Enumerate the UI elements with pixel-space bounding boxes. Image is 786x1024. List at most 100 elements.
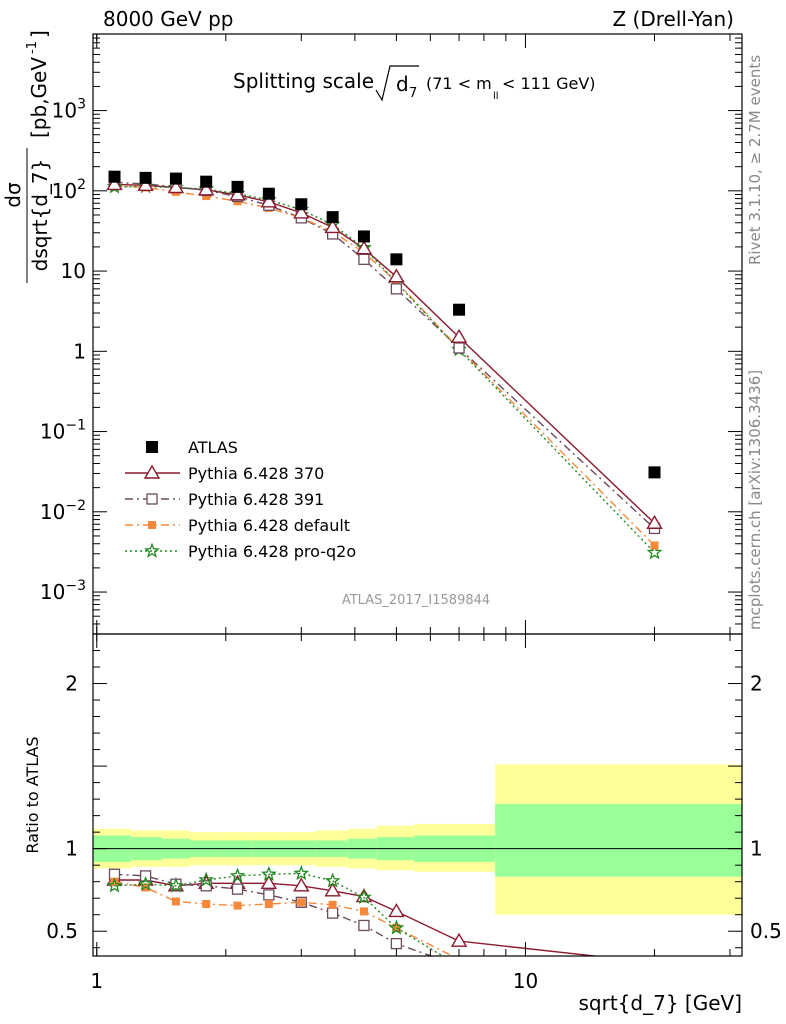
ratio-point-p391 bbox=[326, 907, 339, 919]
title-symbol-sub: 7 bbox=[409, 86, 417, 101]
ratio-point-p391 bbox=[231, 883, 244, 895]
point-atlas bbox=[231, 180, 244, 193]
point-atlas bbox=[357, 230, 370, 243]
y-label-num: dσ bbox=[1, 182, 25, 208]
legend-label-p391: Pythia 6.428 391 bbox=[188, 490, 324, 509]
ratio-point-pq2o bbox=[198, 871, 215, 887]
title-symbol: d bbox=[396, 72, 409, 96]
point-atlas bbox=[390, 253, 403, 266]
point-p370 bbox=[260, 193, 278, 208]
y-tick-label: 10 bbox=[61, 259, 86, 283]
ratio-point-pdefault bbox=[359, 907, 368, 916]
ratio-point-p391 bbox=[454, 961, 464, 971]
ratio-point-pdefault bbox=[392, 923, 401, 932]
y-tick-label: 102 bbox=[52, 177, 86, 203]
point-atlas bbox=[139, 171, 152, 184]
point-atlas bbox=[108, 170, 121, 183]
y-axis-label: dσ dsqrt{d_7} [pb,GeV -1 ] bbox=[1, 30, 52, 283]
title-range-end: < 111 GeV) bbox=[502, 74, 596, 93]
ratio-point-p370 bbox=[260, 874, 278, 890]
ratio-point-pq2o bbox=[293, 865, 310, 881]
energy-label: 8000 GeV pp bbox=[103, 7, 234, 31]
ratio-point-pq2o bbox=[453, 959, 465, 971]
process-label: Z (Drell-Yan) bbox=[612, 7, 734, 31]
ratio-point-p370 bbox=[388, 903, 405, 918]
ratio-curves bbox=[106, 865, 659, 986]
ratio-point-p370 bbox=[324, 882, 341, 897]
point-pdefault bbox=[650, 541, 659, 550]
point-p370 bbox=[167, 179, 185, 194]
point-atlas bbox=[262, 187, 275, 200]
legend: ATLAS Pythia 6.428 370 Pythia 6.428 391 Pyt… bbox=[125, 438, 356, 561]
y-tick-label: 103 bbox=[52, 97, 86, 123]
ratio-tick-label-right: 0.5 bbox=[750, 919, 782, 943]
point-p391 bbox=[358, 253, 370, 265]
point-p370 bbox=[324, 219, 341, 234]
band-inner bbox=[495, 804, 742, 877]
ratio-tick-label: 0.5 bbox=[46, 919, 78, 943]
point-atlas bbox=[453, 303, 466, 316]
ratio-point-p391 bbox=[263, 889, 275, 901]
ratio-point-pq2o bbox=[356, 889, 372, 905]
y-label-units-sup: -1 bbox=[25, 41, 40, 54]
ratio-tick-label: 1 bbox=[65, 837, 78, 861]
ratio-point-pq2o bbox=[324, 872, 341, 888]
point-p370 bbox=[137, 176, 154, 192]
y-tick-label: 1 bbox=[73, 339, 86, 363]
ratio-tick-label: 2 bbox=[65, 672, 78, 696]
uncertainty-bands bbox=[93, 764, 742, 915]
ratio-point-p391 bbox=[358, 919, 370, 932]
ratio-tick-label-right: 2 bbox=[750, 672, 763, 696]
point-p391 bbox=[453, 342, 465, 354]
ratio-tick-label-right: 1 bbox=[750, 837, 763, 861]
mcplots-label: mcplots.cern.ch [arXiv:1306.3436] bbox=[746, 370, 764, 630]
ratio-point-p391 bbox=[200, 880, 212, 892]
point-p370 bbox=[197, 181, 215, 196]
legend-marker-p370 bbox=[143, 464, 161, 479]
ratio-point-pdefault bbox=[328, 900, 337, 909]
point-p370 bbox=[646, 514, 663, 529]
title-range-sub: ll bbox=[493, 91, 499, 102]
ratio-point-pdefault bbox=[233, 901, 242, 910]
y-label-units: [pb,GeV bbox=[27, 57, 51, 138]
axes-frames: 1 10 10−3 10−2 10−1 1 10 102 103 0.5 0.5 1 1 2 2 bbox=[40, 33, 782, 993]
point-p370 bbox=[106, 176, 123, 191]
ratio-point-pq2o bbox=[388, 919, 405, 935]
point-p370 bbox=[355, 240, 373, 255]
legend-label-atlas: ATLAS bbox=[188, 438, 238, 457]
analysis-watermark: ATLAS_2017_I1589844 bbox=[342, 593, 490, 608]
ratio-point-pdefault bbox=[202, 899, 211, 908]
legend-label-pdefault: Pythia 6.428 default bbox=[188, 516, 350, 535]
ratio-point-pdefault bbox=[110, 877, 119, 886]
y-tick-label: 10−2 bbox=[40, 498, 86, 524]
point-atlas bbox=[295, 198, 308, 211]
ratio-point-p370 bbox=[450, 932, 468, 947]
ratio-point-p370 bbox=[653, 954, 656, 956]
ratio-point-pdefault bbox=[297, 898, 306, 907]
ratio-line-pdefault bbox=[114, 881, 454, 956]
title-main: Splitting scale bbox=[233, 69, 374, 93]
y-label-den: dsqrt{d_7} bbox=[28, 159, 52, 272]
ratio-point-p391 bbox=[390, 937, 403, 950]
ratio-frame bbox=[92, 633, 743, 957]
ratio-line-pq2o bbox=[114, 872, 445, 956]
y-tick-label: 10−1 bbox=[40, 418, 86, 444]
point-atlas bbox=[326, 211, 339, 224]
legend-marker-pdefault bbox=[148, 521, 156, 529]
point-atlas bbox=[648, 466, 661, 479]
plot-title: Splitting scale d 7 (71 < m ll < 111 GeV… bbox=[233, 65, 596, 102]
point-atlas bbox=[200, 175, 213, 188]
ratio-point-pdefault bbox=[171, 897, 180, 906]
x-tick-label: 1 bbox=[90, 969, 103, 993]
legend-marker-p391 bbox=[146, 493, 158, 505]
ratio-point-p391 bbox=[649, 976, 659, 986]
point-atlas bbox=[169, 172, 182, 185]
y-tick-label: 10−3 bbox=[40, 578, 86, 604]
ratio-point-p391 bbox=[139, 870, 152, 882]
point-p391 bbox=[390, 283, 403, 295]
x-tick-label: 10 bbox=[513, 969, 538, 993]
title-range: (71 < m bbox=[426, 74, 492, 93]
legend-label-p370: Pythia 6.428 370 bbox=[188, 464, 324, 483]
ratio-point-pq2o bbox=[229, 867, 246, 883]
